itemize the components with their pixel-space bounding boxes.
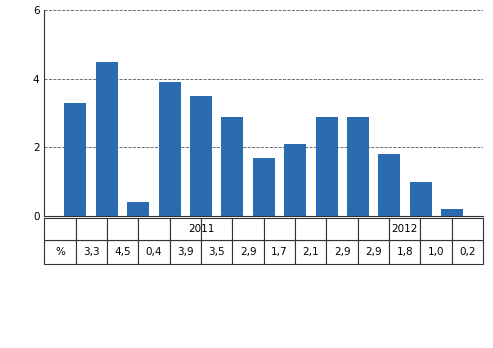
Bar bbox=[221, 117, 244, 216]
Bar bbox=[316, 117, 338, 216]
Bar bbox=[127, 202, 149, 216]
Text: 1,0: 1,0 bbox=[428, 247, 444, 257]
Bar bbox=[284, 144, 306, 216]
Bar bbox=[64, 103, 86, 216]
Text: 2,9: 2,9 bbox=[334, 247, 351, 257]
Bar bbox=[379, 154, 400, 216]
Text: 2011: 2011 bbox=[188, 224, 214, 234]
Bar bbox=[96, 62, 118, 216]
Bar bbox=[159, 82, 180, 216]
Text: 3,3: 3,3 bbox=[83, 247, 100, 257]
Text: 2,9: 2,9 bbox=[240, 247, 256, 257]
Text: 4,5: 4,5 bbox=[114, 247, 131, 257]
Bar bbox=[190, 96, 212, 216]
Bar bbox=[441, 209, 463, 216]
Text: 3,5: 3,5 bbox=[209, 247, 225, 257]
Text: 1,8: 1,8 bbox=[396, 247, 413, 257]
Text: %: % bbox=[55, 247, 65, 257]
Text: 2,1: 2,1 bbox=[302, 247, 319, 257]
Text: 0,2: 0,2 bbox=[459, 247, 476, 257]
Text: 1,7: 1,7 bbox=[271, 247, 288, 257]
Text: 0,4: 0,4 bbox=[146, 247, 162, 257]
Text: 3,9: 3,9 bbox=[177, 247, 194, 257]
Text: 2,9: 2,9 bbox=[365, 247, 382, 257]
Bar bbox=[410, 182, 432, 216]
Text: 2012: 2012 bbox=[391, 224, 418, 234]
Bar bbox=[253, 158, 275, 216]
Bar bbox=[347, 117, 369, 216]
